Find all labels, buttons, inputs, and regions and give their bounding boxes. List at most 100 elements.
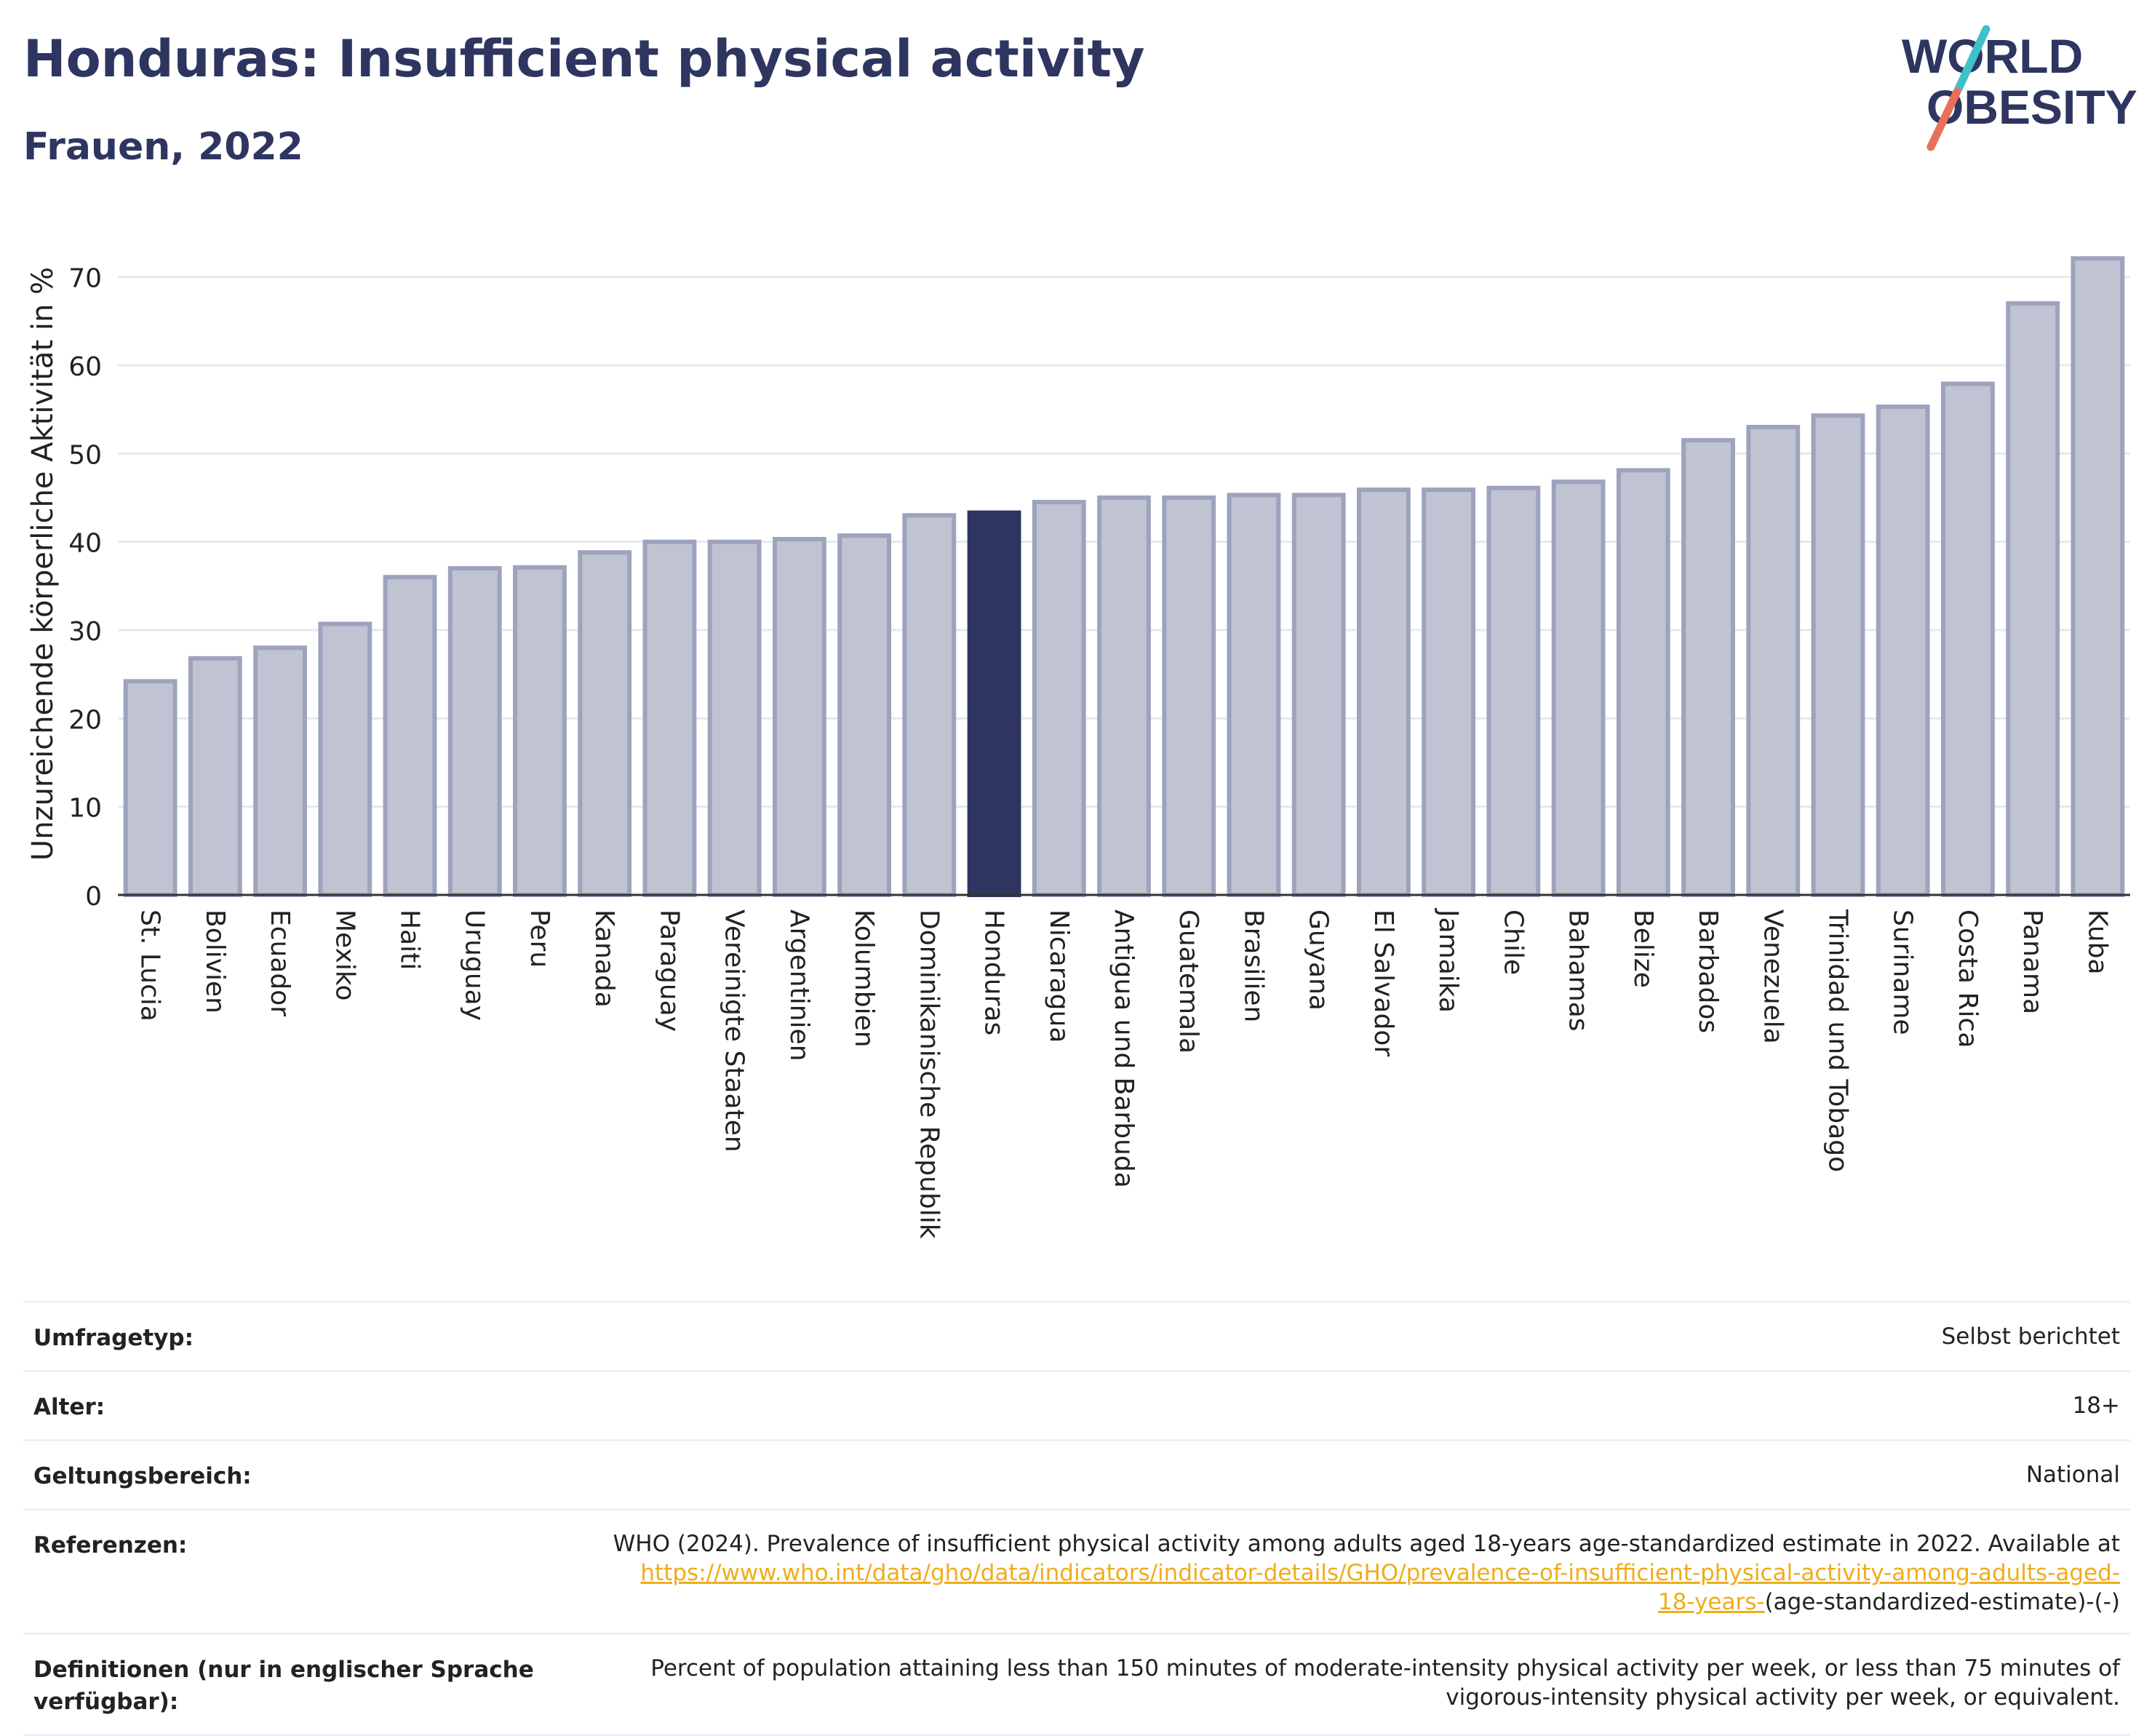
references-label: Referenzen:: [33, 1532, 188, 1558]
bar: [1097, 495, 1151, 897]
bar: [1746, 424, 1801, 897]
x-tick-label: Brasilien: [1238, 909, 1268, 1022]
bar: [1681, 438, 1735, 897]
bar: [1291, 493, 1346, 897]
metadata-value: Selbst berichtet: [1941, 1323, 2120, 1350]
bar: [1486, 485, 1541, 897]
x-tick-label: Panama: [2017, 909, 2047, 1014]
bar: [1032, 500, 1086, 898]
definitions-label: Definitionen (nur in englischer Sprache …: [33, 1657, 534, 1715]
logo-slash-teal: [1954, 25, 1990, 93]
x-axis-ticks: St. Lucia Bolivien Ecuador Mexiko Haiti Urugu…: [135, 908, 2113, 1239]
bar: [1811, 413, 1865, 898]
x-tick-label: Paraguay: [654, 909, 684, 1032]
definitions-value: Percent of population attaining less tha…: [543, 1654, 2120, 1712]
bar: [383, 575, 437, 897]
metadata-label: Geltungsbereich:: [33, 1463, 252, 1489]
chart-subtitle: Frauen, 2022: [23, 125, 303, 169]
y-tick-label: 30: [68, 617, 102, 647]
bar: [513, 565, 567, 897]
bar: [837, 533, 892, 897]
bar: [2006, 301, 2060, 898]
x-tick-label: Haiti: [395, 909, 425, 970]
reference-link-continued[interactable]: 18-years-: [1657, 1589, 1765, 1615]
x-tick-label: Bahamas: [1563, 909, 1593, 1032]
x-tick-label: Belize: [1628, 909, 1658, 988]
x-tick-label: Costa Rica: [1953, 909, 1982, 1048]
bar: [772, 537, 826, 897]
y-tick-label: 20: [68, 705, 102, 735]
definitions-line: Percent of population attaining less tha…: [650, 1655, 2120, 1681]
x-tick-label: Honduras: [979, 909, 1009, 1035]
x-tick-label: Kuba: [2082, 909, 2112, 975]
references-value: WHO (2024). Prevalence of insufficient p…: [543, 1529, 2120, 1617]
bar: [1876, 405, 1930, 897]
y-tick-label: 60: [68, 352, 102, 382]
bar: [578, 550, 632, 897]
y-axis-label: Unzureichende körperliche Aktivität in %: [26, 267, 60, 861]
y-tick-label: 40: [68, 529, 102, 559]
x-tick-label: Dominikanische Republik: [914, 909, 944, 1239]
x-tick-label: Mexiko: [330, 909, 359, 1000]
x-tick-label: Uruguay: [460, 909, 490, 1021]
x-tick-label: Nicaragua: [1044, 909, 1074, 1043]
bar: [188, 656, 242, 897]
bar: [1616, 468, 1670, 897]
metadata-label: Alter:: [33, 1394, 105, 1420]
x-tick-label: Antigua und Barbuda: [1109, 909, 1139, 1188]
y-tick-label: 10: [68, 794, 102, 824]
bar: [318, 621, 372, 897]
references-text: WHO (2024). Prevalence of insufficient p…: [613, 1531, 2120, 1557]
x-tick-label: Trinidad und Tobago: [1822, 909, 1852, 1172]
x-tick-label: Ecuador: [265, 909, 295, 1016]
metadata-row: Geltungsbereich: National: [23, 1439, 2130, 1508]
bar: [707, 539, 762, 897]
bar: [123, 679, 178, 898]
definitions-line: vigorous-intensity physical activity per…: [1446, 1684, 2120, 1711]
x-tick-label: Jamaika: [1433, 908, 1463, 1013]
x-tick-label: Guatemala: [1173, 909, 1203, 1054]
x-tick-label: Kanada: [589, 909, 619, 1008]
x-tick-label: Peru: [525, 909, 554, 968]
x-tick-label: Kolumbien: [849, 909, 879, 1048]
bar: [1356, 487, 1411, 897]
metadata-row: Definitionen (nur in englischer Sprache …: [23, 1633, 2130, 1736]
x-tick-label: Argentinien: [784, 909, 814, 1062]
metadata-row: Umfragetyp: Selbst berichtet: [23, 1301, 2130, 1370]
x-tick-label: Bolivien: [200, 909, 230, 1014]
bar-chart: 0 10 20 30 40 50 60 70 St. Lucia Bolivien Ecuador…: [26, 256, 2130, 1239]
x-tick-label: Chile: [1498, 909, 1528, 975]
metadata-label: Umfragetyp:: [33, 1325, 194, 1351]
bar: [447, 566, 502, 897]
metadata-row: Alter: 18+: [23, 1370, 2130, 1439]
x-tick-label: St. Lucia: [135, 909, 165, 1022]
bar: [902, 513, 957, 897]
x-tick-label: Vereinigte Staaten: [720, 909, 749, 1152]
bar: [1551, 479, 1606, 898]
bar: [1162, 495, 1216, 897]
reference-link[interactable]: https://www.who.int/data/gho/data/indica…: [640, 1560, 2120, 1586]
bar: [1422, 487, 1476, 897]
bar: [253, 645, 307, 897]
metadata-value: 18+: [2072, 1393, 2120, 1419]
bar: [642, 539, 697, 897]
chart-title: Honduras: Insufficient physical activity: [23, 29, 1145, 89]
y-axis-ticks: 0 10 20 30 40 50 60 70: [68, 264, 102, 912]
bars: [123, 256, 2125, 898]
logo-line-world: WORLD: [1902, 29, 2083, 83]
x-tick-label: Guyana: [1304, 909, 1334, 1011]
x-tick-label: Suriname: [1888, 909, 1918, 1035]
x-tick-label: Barbados: [1693, 909, 1723, 1033]
y-tick-label: 70: [68, 264, 102, 294]
bar: [1227, 493, 1281, 897]
bar: [2071, 256, 2125, 898]
world-obesity-logo: WORLD OBESITY: [1902, 25, 2137, 151]
y-tick-label: 0: [85, 882, 102, 912]
x-tick-label: Venezuela: [1758, 909, 1788, 1044]
bar: [1941, 381, 1995, 898]
metadata-table: Umfragetyp: Selbst berichtet Alter: 18+ Gelt…: [23, 1301, 2130, 1736]
bar-highlighted: [967, 510, 1021, 898]
logo-slash-coral: [1926, 87, 1961, 151]
y-tick-label: 50: [68, 440, 102, 470]
x-tick-label: El Salvador: [1368, 909, 1398, 1056]
